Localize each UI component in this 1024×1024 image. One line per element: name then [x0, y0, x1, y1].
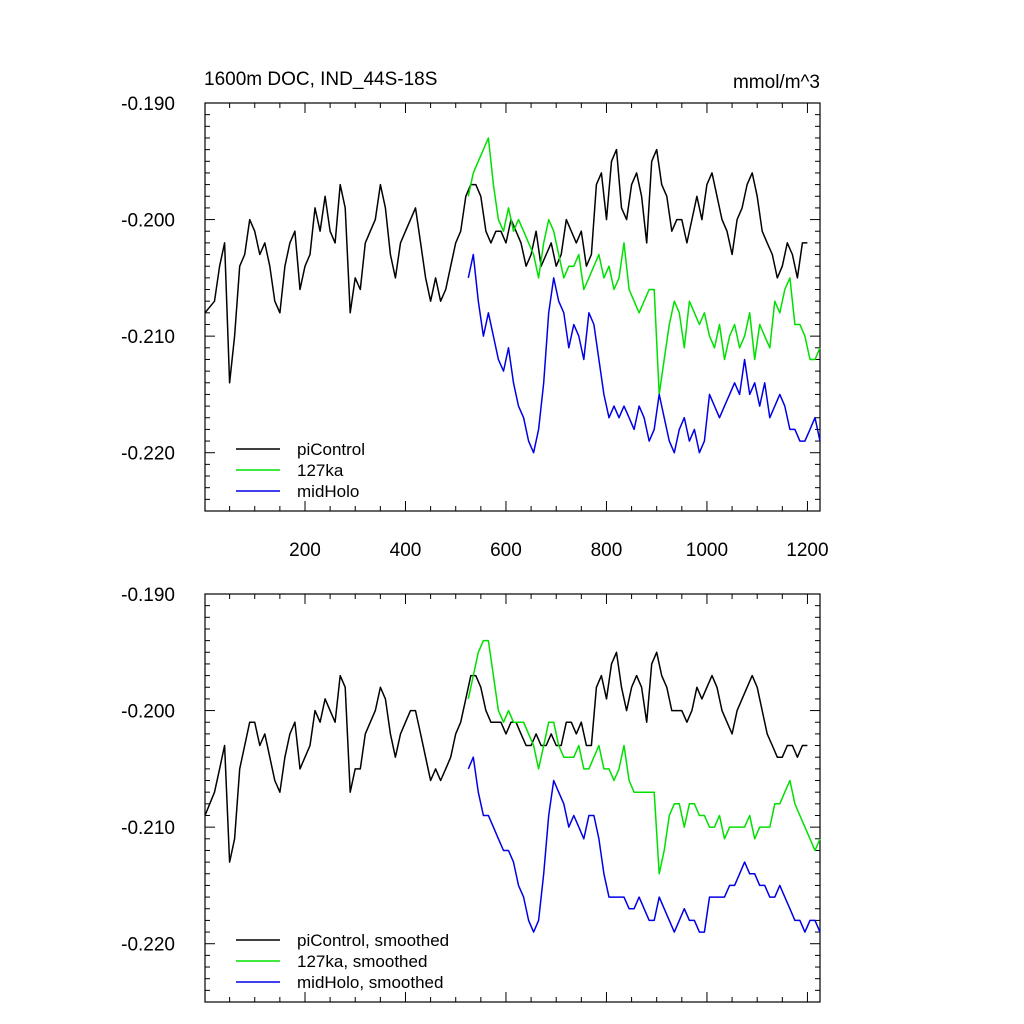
series-line: [204, 148, 808, 384]
y-tick-label: -0.210: [121, 818, 175, 839]
y-tick-label: -0.220: [121, 444, 175, 465]
legend-label: midHolo: [297, 482, 359, 501]
y-tick-label: -0.190: [121, 94, 175, 115]
series-line: [467, 253, 821, 454]
x-tick-label: 800: [591, 540, 623, 561]
series-line: [467, 639, 821, 875]
plot-frame: [204, 593, 821, 1003]
legend-label: 127ka: [297, 461, 344, 480]
series-line: [467, 756, 821, 933]
legend: piControl, smoothed 127ka, smoothed midHol…: [236, 931, 449, 992]
legend-label: piControl, smoothed: [297, 931, 449, 950]
top-panel: 1600m DOC, IND_44S-18S mmol/m^3 200 400 60…: [121, 69, 828, 561]
plot-frame: [204, 102, 821, 512]
x-tick-label: 400: [390, 540, 422, 561]
x-tick-label: 1200: [786, 540, 828, 561]
legend-label: piControl: [297, 440, 365, 459]
legend-label: midHolo, smoothed: [297, 973, 443, 992]
series-line: [467, 137, 821, 396]
x-tick-label: 200: [289, 540, 321, 561]
units-label: mmol/m^3: [733, 72, 820, 93]
chart-title: 1600m DOC, IND_44S-18S: [204, 69, 437, 90]
x-tick-label: 1000: [686, 540, 728, 561]
y-tick-label: -0.200: [121, 211, 175, 232]
y-tick-label: -0.220: [121, 935, 175, 956]
legend-label: 127ka, smoothed: [297, 952, 427, 971]
y-tick-label: -0.210: [121, 327, 175, 348]
bottom-panel: -0.190 -0.200 -0.210 -0.220 piControl, smoo…: [121, 585, 821, 1003]
series-line: [204, 651, 808, 863]
y-tick-label: -0.190: [121, 585, 175, 606]
legend: piControl 127ka midHolo: [236, 440, 365, 501]
x-tick-label: 600: [490, 540, 522, 561]
y-tick-label: -0.200: [121, 702, 175, 723]
